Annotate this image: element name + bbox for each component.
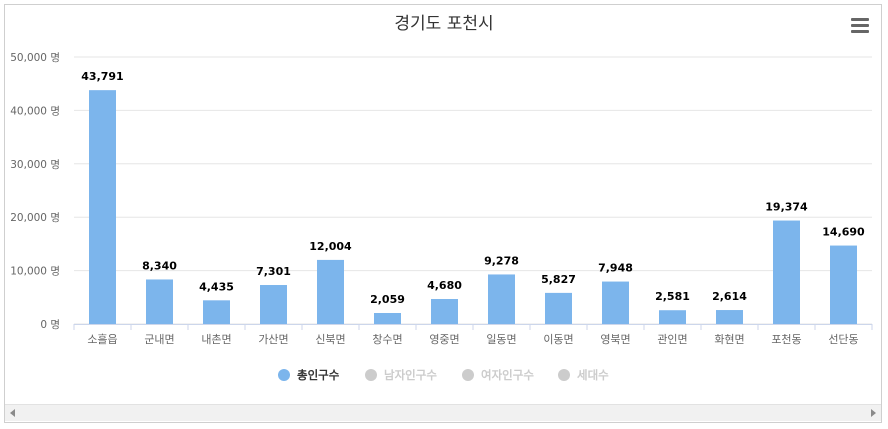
y-tick-label: 30,000 명 [10, 159, 60, 171]
legend-symbol [462, 369, 474, 381]
x-tick-label: 화현면 [714, 333, 744, 346]
data-label: 7,948 [598, 262, 633, 275]
data-label: 12,004 [309, 240, 352, 253]
data-label: 14,690 [822, 226, 865, 239]
legend-label: 총인구수 [297, 368, 340, 382]
bar[interactable] [659, 310, 686, 324]
x-axis-labels: 소흘읍 군내면 내촌면 가산면 신북면 창수면 영중면 일동면 이동면 영북면 관인면 화현면 포천동 선… [87, 332, 858, 346]
data-label: 2,614 [712, 290, 747, 303]
x-tick-label: 영북면 [600, 333, 630, 346]
x-tick-label: 소흘읍 [87, 333, 117, 346]
bar[interactable] [830, 245, 857, 324]
bar[interactable] [203, 300, 230, 324]
data-label: 5,827 [541, 273, 576, 286]
data-label: 4,435 [199, 280, 234, 293]
x-tick-label: 군내면 [144, 333, 174, 346]
bar[interactable] [260, 285, 287, 324]
bar[interactable] [773, 220, 800, 324]
bar[interactable] [431, 299, 458, 324]
legend-item[interactable]: 남자인구수 [365, 368, 437, 382]
legend-label: 여자인구수 [481, 368, 534, 382]
legend-item[interactable]: 세대수 [558, 368, 609, 382]
data-label: 9,278 [484, 254, 519, 267]
y-tick-label: 50,000 명 [10, 52, 60, 64]
bar[interactable] [317, 259, 344, 324]
x-tick-label: 가산면 [258, 333, 288, 346]
legend-symbol [365, 369, 377, 381]
y-axis-labels: 0 명 10,000 명 20,000 명 30,000 명 40,000 명 50,00… [10, 52, 60, 331]
bar[interactable] [374, 313, 401, 324]
legend-label: 남자인구수 [384, 368, 437, 382]
bar[interactable] [545, 292, 572, 324]
y-tick-label: 10,000 명 [10, 266, 60, 278]
x-tick-label: 이동면 [543, 333, 573, 346]
x-tick-label: 관인면 [657, 333, 687, 346]
data-label: 2,059 [370, 293, 405, 306]
x-tick-label: 내촌면 [201, 333, 231, 346]
bar[interactable] [146, 279, 173, 324]
legend-symbol [558, 369, 570, 381]
y-tick-label: 20,000 명 [10, 212, 60, 224]
x-tick-label: 포천동 [771, 332, 801, 346]
data-label: 43,791 [81, 70, 123, 83]
x-tick-label: 창수면 [372, 333, 402, 346]
bar[interactable] [716, 310, 743, 324]
x-tick-label: 영중면 [429, 333, 459, 346]
bar[interactable] [89, 90, 116, 324]
data-labels: 43,791 8,340 4,435 7,301 12,004 2,059 4,680 9,2… [81, 70, 865, 306]
legend-label: 세대수 [577, 368, 609, 382]
data-label: 8,340 [142, 259, 177, 272]
chart-title: 경기도 포천시 [394, 14, 493, 34]
y-tick-label: 40,000 명 [10, 105, 60, 117]
x-tick-label: 일동면 [486, 332, 516, 346]
y-tick-label: 0 명 [40, 319, 60, 331]
horizontal-scrollbar[interactable] [5, 404, 881, 421]
arrow-left-icon[interactable] [10, 409, 15, 417]
legend-symbol [278, 369, 290, 381]
bar[interactable] [488, 274, 515, 324]
x-tick-label: 신북면 [315, 333, 345, 346]
data-label: 4,680 [427, 279, 462, 292]
data-label: 2,581 [655, 290, 690, 303]
bars [89, 90, 857, 324]
chart-container [4, 4, 882, 423]
arrow-right-icon[interactable] [871, 409, 876, 417]
x-tick-label: 선단동 [828, 333, 858, 346]
hamburger-menu-icon[interactable] [851, 18, 869, 34]
bar[interactable] [602, 281, 629, 324]
legend: 총인구수 남자인구수 여자인구수 세대수 [278, 368, 609, 382]
grid-lines [73, 56, 873, 330]
legend-item[interactable]: 총인구수 [278, 368, 340, 382]
data-label: 19,374 [765, 201, 808, 214]
legend-item[interactable]: 여자인구수 [462, 368, 534, 382]
data-label: 7,301 [256, 265, 291, 278]
